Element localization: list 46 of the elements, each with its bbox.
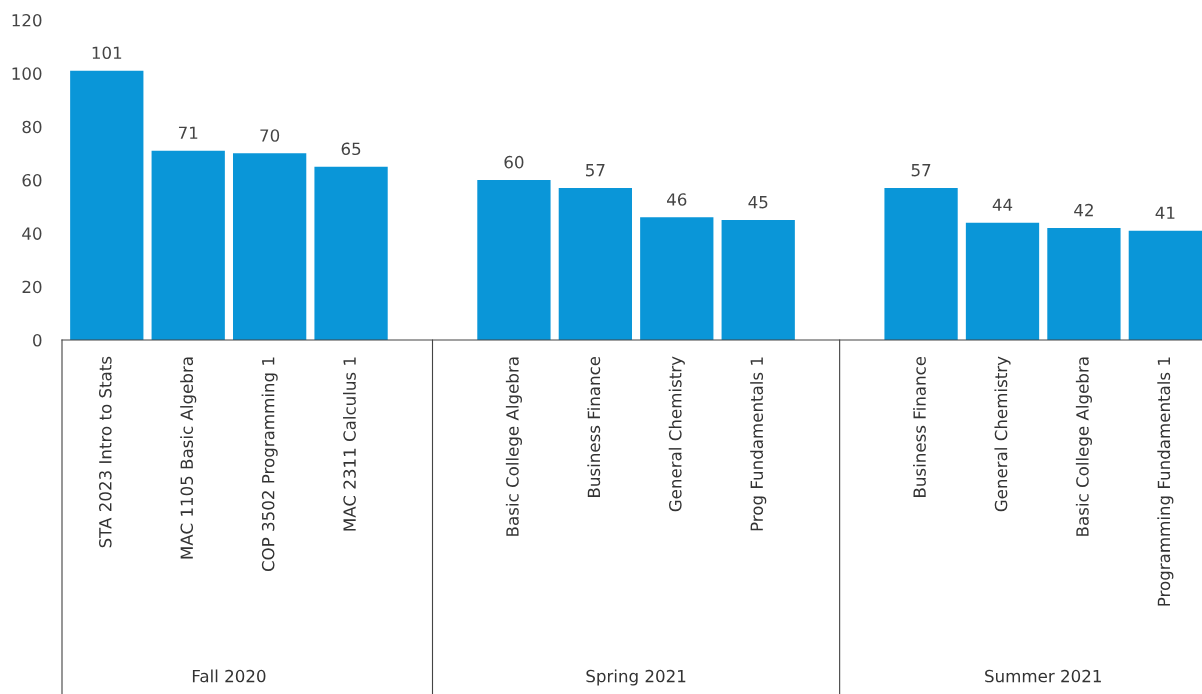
y-tick-label: 80 [22,120,42,134]
y-tick-label: 120 [12,13,42,27]
data-label: 70 [260,129,280,142]
y-tick-label: 0 [33,333,42,347]
bar [477,180,551,340]
text: Fall 2020 [192,669,266,683]
bar [233,153,307,340]
bar [314,166,388,340]
bar [965,222,1040,340]
text: Spring 2021 [586,669,686,686]
bar [884,188,958,340]
x-tick-label: General Chemistry [668,356,685,512]
x-tick-label: Prog Fundamentals 1 [750,357,767,531]
x-tick-label: MAC 1105 Basic Algebra [180,357,197,559]
x-tick-label: General Chemistry [994,356,1011,512]
bar [721,220,795,340]
y-tick-label: 60 [22,173,42,187]
x-tick-label: Business Finance [587,356,601,497]
bar [70,70,144,340]
data-label: 101 [92,46,122,60]
bar [1047,228,1121,340]
x-tick-label: Business Finance [913,356,926,497]
y-tick-label: 40 [22,227,42,240]
bar [151,150,225,340]
data-label: 57 [586,164,605,177]
bar [640,217,714,340]
x-tick-label: Programming Fundamentals 1 [1157,357,1174,606]
x-tick-label: MAC 2311 Calculus 1 [343,357,356,531]
data-label: 45 [748,196,768,209]
data-label: 42 [1074,203,1093,217]
x-tick-label: Basic College Algebra [1075,357,1092,536]
x-tick-label: Basic College Algebra [505,357,522,536]
x-tick-label: COP 3502 Programming 1 [261,357,278,572]
data-label: 71 [178,126,198,139]
data-label: 60 [504,155,524,169]
data-label: 57 [911,164,931,177]
bar [558,188,632,340]
bar [1128,230,1202,340]
data-label: 46 [667,193,687,206]
data-label: 41 [1155,206,1175,219]
data-label: 44 [992,198,1013,211]
x-tick-label: STA 2023 Intro to Stats [99,356,112,548]
data-label: 65 [341,142,361,156]
y-tick-label: 20 [22,280,42,294]
y-tick-label: 100 [12,67,42,80]
text: Summer 2021 [985,669,1101,683]
